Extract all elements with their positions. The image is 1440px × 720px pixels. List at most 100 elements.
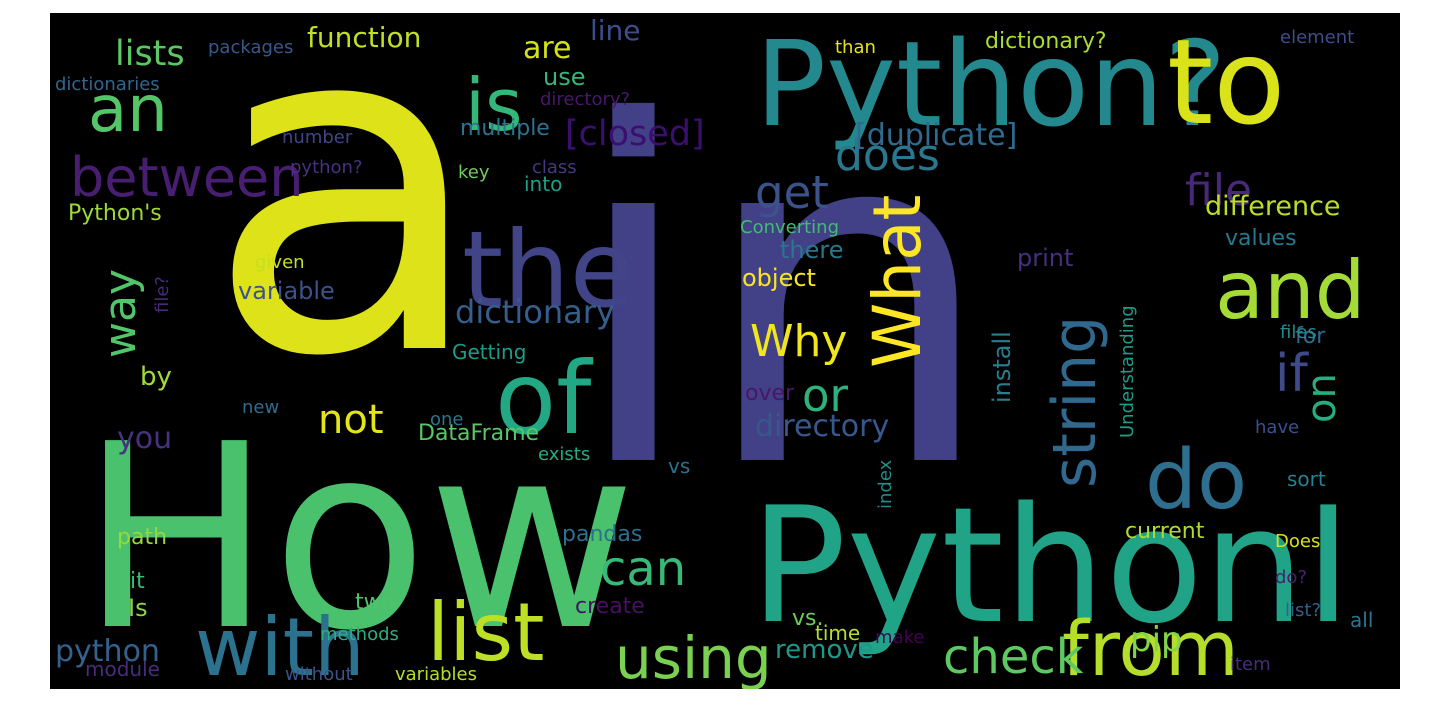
word-the: the [462,209,634,331]
word-make: make [875,627,924,648]
word-create: create [575,594,645,619]
word-line: line [590,14,641,47]
word-do: do? [1275,567,1307,588]
word-how: How [80,390,636,687]
word-variables: variables [395,664,477,685]
word-duplicate: [duplicate] [855,118,1017,153]
word-path: path [117,525,167,550]
word-install: install [988,331,1016,403]
word-multiple: multiple [460,116,550,141]
word-python: Python? [755,15,1227,153]
word-key: key [458,162,490,183]
word-number: number [282,127,353,148]
word-dictionary: dictionary [455,293,615,331]
word-an: an [88,73,168,147]
word-values: values [1225,226,1297,251]
word-does: does [835,130,940,181]
word-are: are [523,31,572,66]
word-python: python [55,634,160,669]
word-directory: directory [755,409,889,444]
word-with: with [195,601,365,689]
word-new: new [242,397,279,418]
word-item: item [1230,654,1271,675]
word-lists: lists [115,34,185,74]
word-directory: directory? [540,89,630,110]
word-without: without [285,664,353,685]
word-in: in [568,24,996,571]
word-for: for [1295,324,1326,349]
word-getting: Getting [452,340,526,364]
word-from: from [1062,604,1239,689]
word-function: function [307,21,421,54]
word-list: list [427,586,545,679]
word-using: using [615,624,772,689]
word-way: way [95,269,146,358]
word-not: not [318,397,384,443]
word-file: file? [152,276,173,313]
word-you: you [117,421,172,456]
word-it: it [130,569,145,594]
word-python-s: Python's [68,201,162,226]
word-of: of [495,340,594,457]
word-dictionary: dictionary? [985,29,1107,54]
word-is: is [465,63,523,147]
word-closed: [closed] [565,114,705,154]
word-index: index [875,459,896,509]
word-converting: Converting [740,217,839,238]
word-than: than [835,37,876,58]
word-over: over [745,381,795,406]
word-and: and [1215,244,1366,337]
word-vs: vs [668,454,690,478]
word-understanding: Understanding [1117,305,1138,438]
word-between: between [70,146,304,209]
word-two: two [355,590,395,615]
word-does: Does [1275,531,1320,552]
word-print: print [1017,244,1073,272]
word-variable: variable [238,277,335,305]
word-is: Is [128,594,148,622]
word-all: all [1350,608,1373,632]
word-list: list? [1285,600,1321,621]
word-dictionaries: dictionaries [55,74,160,95]
word-python: python? [290,157,363,178]
word-exists: exists [538,444,590,465]
word-sort: sort [1287,467,1326,491]
word-or: or [802,369,849,422]
word-methods: methods [320,624,399,645]
word-why: Why [750,316,847,367]
word-check: check [943,629,1084,685]
word-on: on [1299,373,1345,423]
word-a: a [205,13,487,457]
word-do: do [1145,433,1247,528]
word-given: given [255,252,305,273]
word-string: string [1040,316,1110,488]
word-current: current [1125,519,1205,544]
word-use: use [543,63,585,91]
word-time: time [815,621,860,645]
word-files: files [1280,322,1317,343]
word-there: there [780,236,844,264]
word-pip: pip [1130,620,1183,660]
word-remove: remove [775,635,874,665]
word-pythoni: PythonI [750,472,1352,659]
word-module: module [85,657,160,681]
word-class: class [532,157,577,178]
word-vs: vs. [792,606,823,631]
word-one: one [430,409,464,430]
word-by: by [140,362,172,392]
word-if: if [1275,344,1309,404]
word-get: get [755,166,829,219]
word-have: have [1255,417,1299,438]
word-can: can [600,541,686,597]
word-pandas: pandas [562,522,642,547]
word-object: object [742,264,816,292]
word-dataframe: DataFrame [418,421,539,446]
word-file: file [1185,165,1252,216]
word-element: element [1280,27,1354,48]
word-cloud: a in How PythonI Python? to the of and with list fr… [50,13,1400,689]
word-what: What [859,195,936,368]
word-packages: packages [208,37,293,58]
word-to: to [1167,13,1285,151]
word-difference: difference [1205,191,1341,222]
